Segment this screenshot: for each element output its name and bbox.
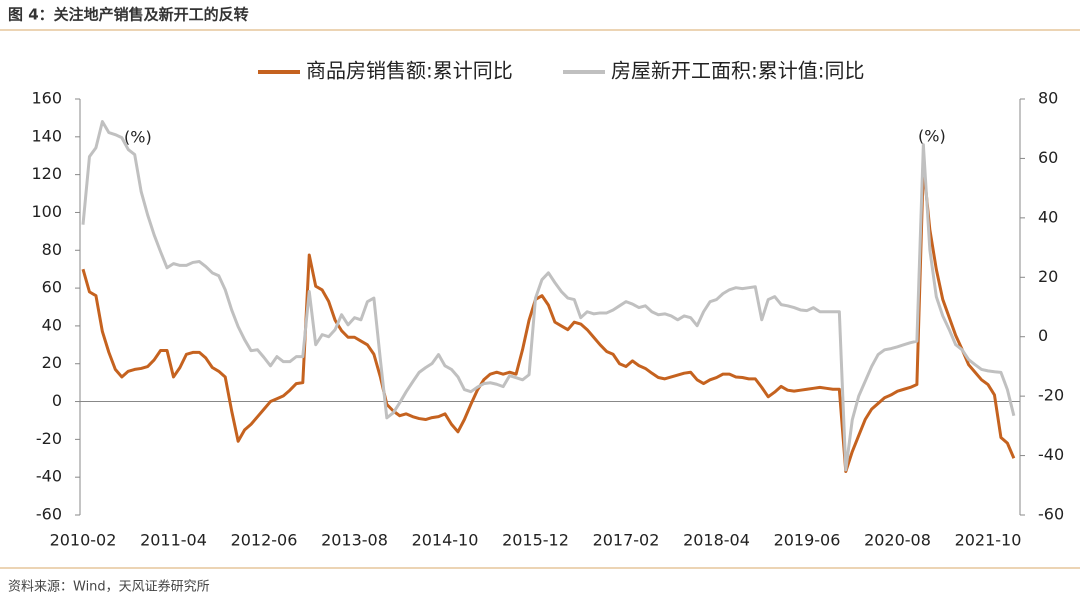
x-tick-label: 2012-06 <box>231 531 298 550</box>
source: 资料来源：Wind，天风证券研究所 <box>8 579 210 595</box>
annotation: (%) <box>918 127 946 146</box>
y-tick-label: 20 <box>42 353 62 372</box>
y-tick-label: -60 <box>36 505 62 524</box>
y2-tick-label: 80 <box>1038 89 1058 108</box>
series-line <box>81 120 1016 472</box>
chart-title: 图 4：关注地产销售及新开工的反转 <box>8 6 249 24</box>
y2-tick-label: 60 <box>1038 148 1058 167</box>
x-tick-label: 2011-04 <box>140 531 207 550</box>
x-tick-label: 2021-10 <box>955 531 1022 550</box>
x-tick-label: 2014-10 <box>412 531 479 550</box>
x-tick-label: 2019-06 <box>774 531 841 550</box>
y-tick-label: 100 <box>31 202 62 221</box>
x-tick-label: 2010-02 <box>50 531 117 550</box>
y2-tick-label: -40 <box>1038 445 1064 464</box>
y-tick-label: 120 <box>31 164 62 183</box>
y2-tick-label: -20 <box>1038 386 1064 405</box>
legend-label: 商品房销售额:累计同比 <box>306 59 513 83</box>
y2-tick-label: -60 <box>1038 505 1064 524</box>
series-line <box>81 163 1016 474</box>
y-tick-label: -40 <box>36 467 62 486</box>
y2-tick-label: 40 <box>1038 207 1058 226</box>
y-tick-label: -20 <box>36 429 62 448</box>
legend-label: 房屋新开工面积:累计值:同比 <box>611 59 864 83</box>
y-tick-label: 140 <box>31 126 62 145</box>
x-tick-label: 2017-02 <box>593 531 660 550</box>
y-tick-label: 40 <box>42 315 62 334</box>
y2-tick-label: 20 <box>1038 267 1058 286</box>
x-tick-label: 2020-08 <box>864 531 931 550</box>
x-tick-label: 2015-12 <box>502 531 569 550</box>
y2-tick-label: 0 <box>1038 326 1048 345</box>
y-tick-label: 60 <box>42 278 62 297</box>
y-tick-label: 160 <box>31 89 62 108</box>
y-tick-label: 80 <box>42 240 62 259</box>
x-tick-label: 2013-08 <box>321 531 388 550</box>
x-tick-label: 2018-04 <box>683 531 750 550</box>
y-tick-label: 0 <box>52 391 62 410</box>
annotation: (%) <box>124 128 152 147</box>
